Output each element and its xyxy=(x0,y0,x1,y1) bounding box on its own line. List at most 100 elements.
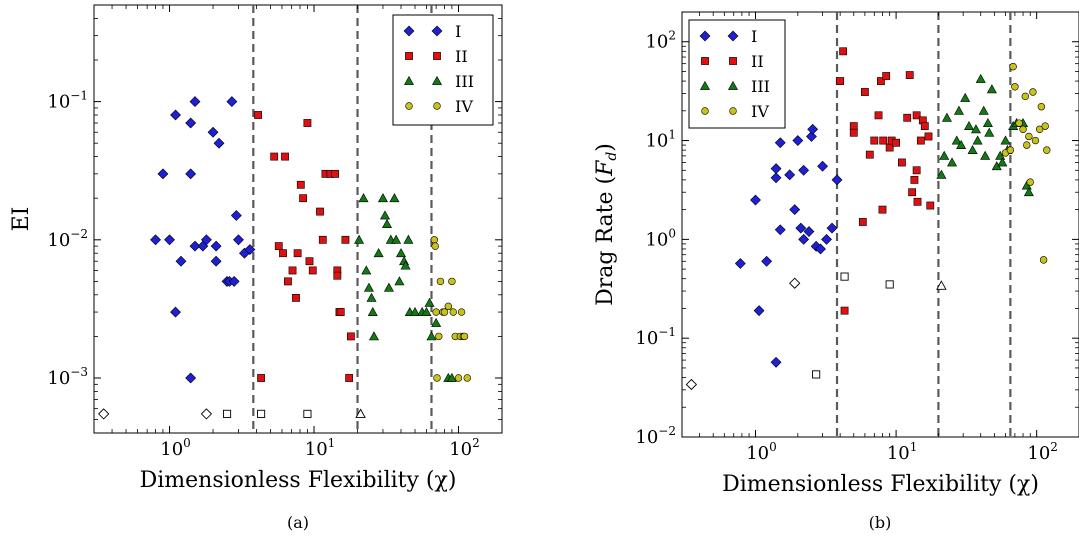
x-tick-label: 100 xyxy=(746,440,777,464)
data-point xyxy=(446,372,457,382)
data-point xyxy=(920,122,929,131)
legend-marker xyxy=(727,30,739,42)
data-point xyxy=(1043,146,1051,154)
data-point xyxy=(421,306,432,316)
data-point xyxy=(734,258,746,269)
y-tick-label: 10−1 xyxy=(47,89,88,113)
legend-marker xyxy=(699,30,711,42)
data-point xyxy=(170,109,181,121)
data-point xyxy=(433,374,441,382)
y-tick-label: 10−1 xyxy=(635,325,676,349)
data-point xyxy=(1026,178,1034,186)
data-point xyxy=(380,210,391,220)
data-point xyxy=(910,175,919,184)
data-point xyxy=(170,306,181,318)
series-II xyxy=(254,111,355,382)
data-point xyxy=(861,88,869,96)
data-point xyxy=(189,96,201,108)
data-point xyxy=(403,234,414,244)
legend-marker xyxy=(403,25,415,37)
data-point xyxy=(798,164,810,176)
data-point xyxy=(916,136,925,145)
data-point xyxy=(288,266,297,275)
data-point xyxy=(185,372,197,384)
open-marker xyxy=(885,280,894,289)
x-tick-label: 102 xyxy=(449,436,480,460)
data-point xyxy=(770,356,782,368)
data-point xyxy=(1029,88,1037,96)
plot-frame xyxy=(681,11,1079,438)
open-marker xyxy=(812,370,821,379)
data-point xyxy=(426,331,437,341)
data-point xyxy=(956,139,967,149)
data-point xyxy=(244,244,256,255)
legend-marker xyxy=(699,80,711,90)
data-point xyxy=(373,248,384,258)
open-marker xyxy=(789,277,801,289)
data-point xyxy=(908,188,917,197)
data-point xyxy=(396,248,407,258)
data-point xyxy=(292,293,300,302)
data-point xyxy=(807,123,819,135)
legend-marker xyxy=(727,80,739,90)
open-marker xyxy=(98,408,110,420)
series-III xyxy=(936,73,1034,197)
y-tick-label: 10−3 xyxy=(47,365,88,389)
data-point xyxy=(795,222,807,234)
data-point xyxy=(431,317,442,327)
legend-marker xyxy=(729,57,737,65)
data-point xyxy=(189,240,201,252)
data-point xyxy=(463,374,471,382)
data-point xyxy=(207,126,219,138)
data-point xyxy=(892,138,900,147)
y-tick-label: 101 xyxy=(645,128,676,152)
data-point xyxy=(1000,135,1011,145)
data-point xyxy=(953,105,964,115)
data-point xyxy=(210,240,222,252)
series-IV xyxy=(1001,62,1051,264)
data-point xyxy=(185,168,197,180)
data-point xyxy=(274,242,283,251)
open-marker xyxy=(257,409,266,418)
data-point xyxy=(213,137,225,149)
data-point xyxy=(279,249,287,258)
data-point xyxy=(175,255,187,267)
open-marker xyxy=(936,280,947,290)
data-point xyxy=(1041,122,1049,130)
data-point xyxy=(1025,132,1033,141)
legend-marker xyxy=(431,25,443,37)
open-marker xyxy=(685,378,698,391)
panel-caption: (b) xyxy=(869,513,892,532)
data-point xyxy=(770,172,782,184)
data-point xyxy=(1031,136,1040,145)
data-point xyxy=(874,111,883,120)
legend-label: I xyxy=(455,22,461,41)
data-point xyxy=(1039,256,1048,264)
legend-label: III xyxy=(751,77,770,96)
data-point xyxy=(1023,141,1031,149)
data-point xyxy=(936,169,947,179)
panel-a: 100 101 102 10−3 10−2 10−1 Dimensionless Flexi… xyxy=(9,4,503,532)
data-point xyxy=(806,131,817,142)
data-point xyxy=(912,111,921,120)
data-point xyxy=(391,234,402,244)
legend-label: IV xyxy=(455,97,473,116)
data-point xyxy=(383,282,394,292)
open-marker xyxy=(840,272,849,281)
data-point xyxy=(305,257,314,266)
data-point xyxy=(803,226,815,237)
data-point xyxy=(293,249,302,258)
data-point xyxy=(444,302,453,311)
data-point xyxy=(926,201,935,210)
plot-frame xyxy=(93,4,503,434)
legend-label: II xyxy=(455,47,468,66)
data-point xyxy=(1021,92,1030,101)
data-point xyxy=(836,77,845,85)
data-point xyxy=(885,143,894,152)
x-tick-label: 100 xyxy=(160,436,191,460)
data-point xyxy=(331,169,340,178)
